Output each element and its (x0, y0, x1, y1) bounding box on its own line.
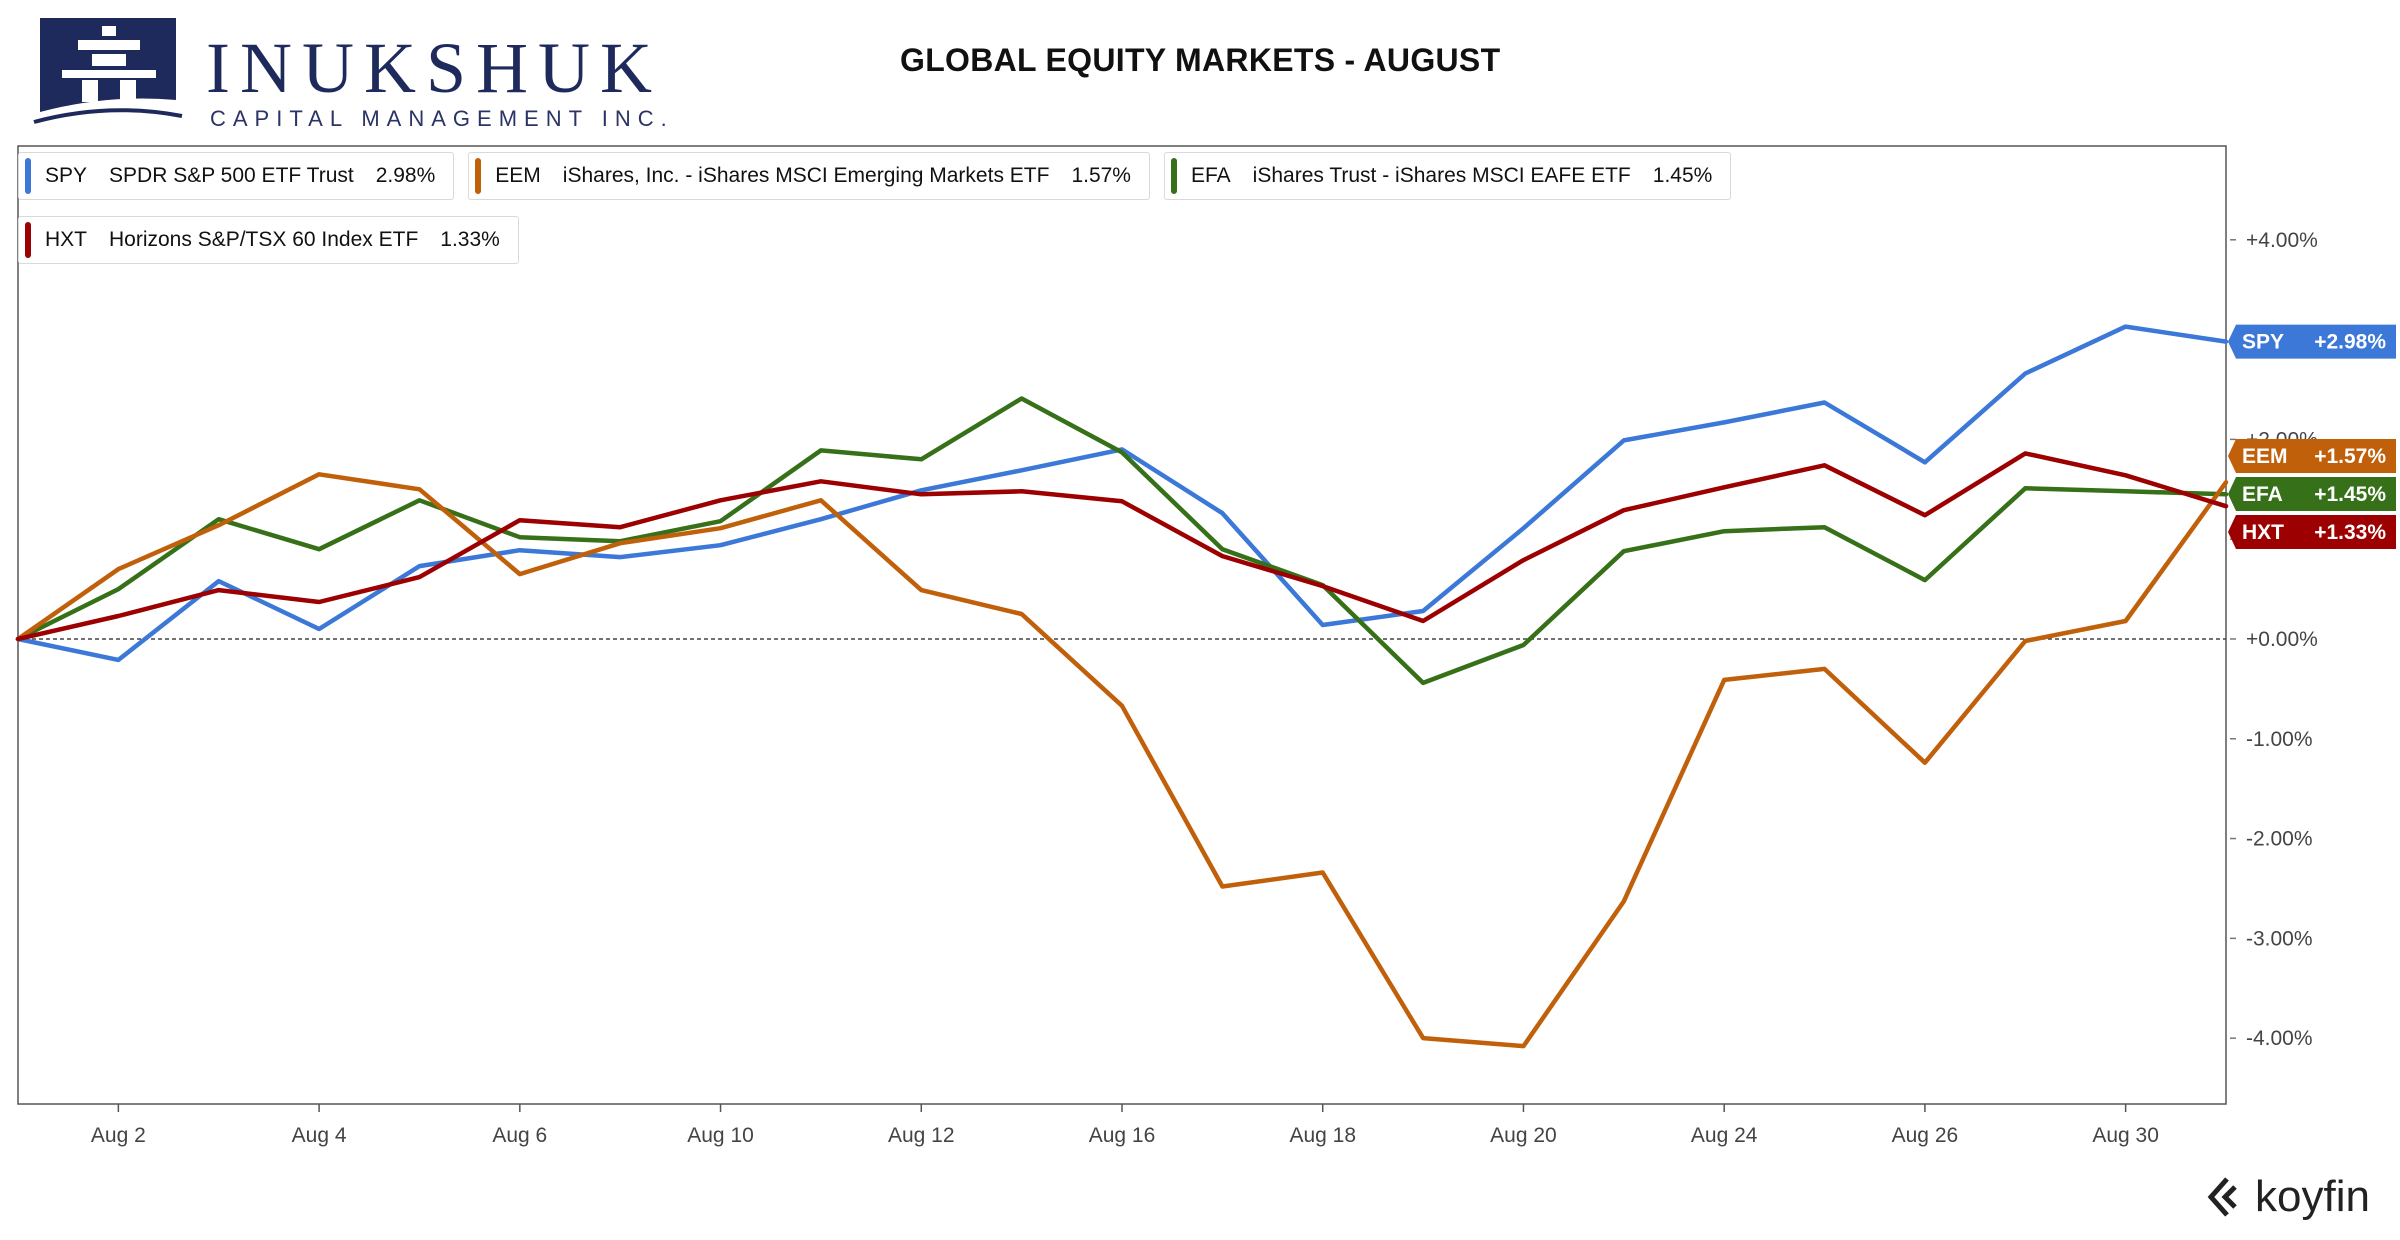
series-line-spy (15, 324, 2229, 663)
y-tick-label: -3.00% (2246, 927, 2313, 950)
legend-item-eem: EEM iShares, Inc. - iShares MSCI Emerging… (468, 152, 1150, 200)
legend-value: 1.45% (1652, 164, 1713, 187)
legend-name: iShares Trust - iShares MSCI EAFE ETF (1252, 164, 1631, 187)
y-tick-label: -2.00% (2246, 828, 2313, 851)
koyfin-wordmark: koyfin (2255, 1172, 2370, 1221)
y-tick-label: +4.00% (2246, 229, 2318, 252)
legend-item-efa: EFA iShares Trust - iShares MSCI EAFE ETF… (1163, 152, 1732, 200)
end-label-box (2228, 439, 2396, 473)
legend-name: iShares, Inc. - iShares MSCI Emerging Ma… (562, 164, 1050, 187)
legend-swatch (475, 158, 482, 194)
company-logo: INUKSHUK CAPITAL MANAGEMENT INC. (20, 14, 680, 131)
brand-tagline: CAPITAL MANAGEMENT INC. (210, 106, 674, 131)
chart-title: GLOBAL EQUITY MARKETS - AUGUST (900, 42, 1501, 78)
inukshuk-logo-icon (33, 18, 183, 124)
legend-name: SPDR S&P 500 ETF Trust (109, 164, 354, 187)
legend-row: SPY SPDR S&P 500 ETF Trust 2.98% EEM iShares… (18, 152, 2218, 200)
end-label-value: +1.33% (2314, 521, 2386, 544)
end-label-value: +2.98% (2314, 331, 2386, 354)
koyfin-logo-icon (2207, 1177, 2237, 1217)
plot-frame (17, 145, 2227, 1105)
x-tick-label: Aug 10 (687, 1124, 754, 1147)
y-tick-label: -4.00% (2246, 1027, 2313, 1050)
end-label-ticker: SPY (2242, 331, 2284, 354)
x-tick-label: Aug 20 (1490, 1124, 1557, 1147)
legend-row: HXT Horizons S&P/TSX 60 Index ETF 1.33% (18, 216, 2218, 264)
legend-swatch (25, 158, 31, 194)
chart-legend: SPY SPDR S&P 500 ETF Trust 2.98% EEM iShares… (18, 152, 2218, 280)
end-label-ticker: EFA (2242, 483, 2283, 506)
legend-swatch (1170, 158, 1177, 194)
x-tick-label: Aug 6 (492, 1124, 547, 1147)
legend-value: 2.98% (375, 164, 436, 187)
x-tick-label: Aug 26 (1892, 1124, 1959, 1147)
end-label-efa: EFA +1.45% (2228, 477, 2396, 511)
x-tick-label: Aug 12 (888, 1124, 955, 1147)
series-line-efa (15, 396, 2229, 686)
brand-name: INUKSHUK (206, 28, 662, 108)
end-label-ticker: EEM (2242, 445, 2288, 468)
legend-swatch (25, 222, 31, 258)
legend-ticker: EFA (1190, 164, 1231, 187)
legend-ticker: EEM (495, 164, 541, 187)
end-label-spy: SPY +2.98% (2228, 324, 2396, 359)
end-label-ticker: HXT (2242, 521, 2284, 544)
end-label-hxt: HXT +1.33% (2228, 515, 2396, 549)
end-label-value: +1.45% (2314, 483, 2386, 506)
end-label-value: +1.57% (2314, 445, 2386, 468)
legend-value: 1.57% (1071, 164, 1131, 187)
y-tick-label: -1.00% (2246, 728, 2313, 751)
x-tick-label: Aug 16 (1089, 1124, 1156, 1147)
y-tick-label: +0.00% (2246, 628, 2318, 651)
legend-item-hxt: HXT Horizons S&P/TSX 60 Index ETF 1.33% (18, 216, 519, 264)
x-tick-label: Aug 4 (292, 1124, 347, 1147)
koyfin-brand: koyfin (2205, 1172, 2370, 1222)
end-label-box (2228, 477, 2396, 511)
legend-ticker: HXT (45, 228, 87, 251)
series-line-eem (15, 472, 2229, 1049)
x-tick-label: Aug 18 (1289, 1124, 1356, 1147)
x-tick-label: Aug 30 (2092, 1124, 2159, 1147)
x-tick-label: Aug 2 (91, 1124, 146, 1147)
legend-ticker: SPY (45, 164, 88, 187)
end-label-box (2228, 324, 2396, 359)
end-label-box (2228, 515, 2396, 549)
legend-value: 1.33% (440, 228, 500, 251)
end-label-eem: EEM +1.57% (2228, 439, 2396, 473)
x-tick-label: Aug 24 (1691, 1124, 1758, 1147)
legend-item-spy: SPY SPDR S&P 500 ETF Trust 2.98% (18, 152, 455, 200)
legend-name: Horizons S&P/TSX 60 Index ETF (109, 228, 419, 251)
